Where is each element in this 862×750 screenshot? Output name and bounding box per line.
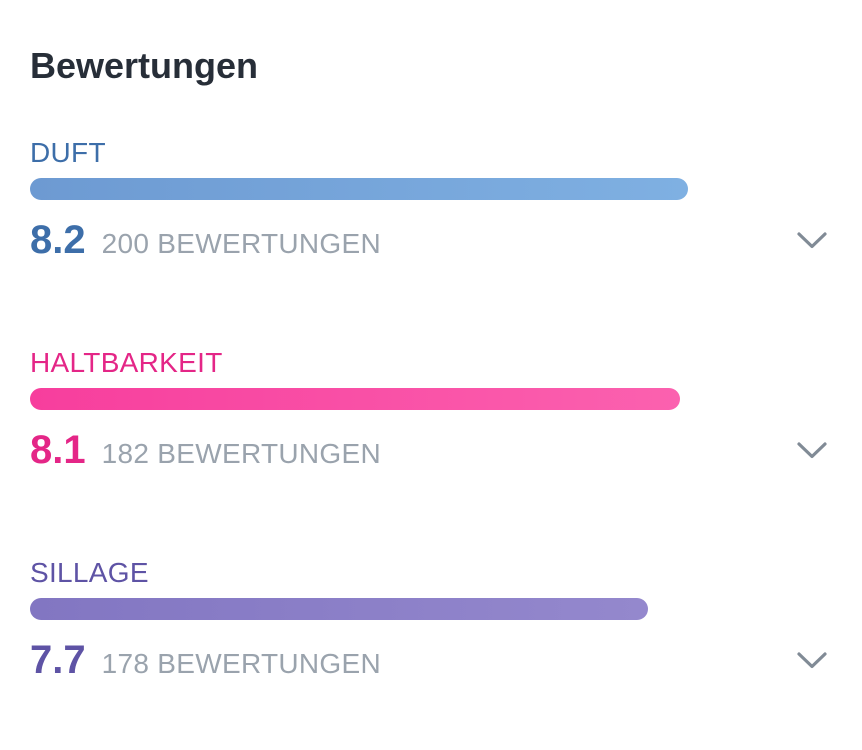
rating-meta-line: 8.1 182 BEWERTUNGEN (30, 428, 832, 472)
chevron-down-icon (796, 651, 828, 670)
rating-category-label: DUFT (30, 137, 106, 168)
rating-score: 8.2 (30, 218, 86, 262)
rating-count: 178 BEWERTUNGEN (101, 648, 381, 679)
rating-meta-line: 8.2 200 BEWERTUNGEN (30, 218, 832, 262)
rating-row: DUFT 8.2 200 BEWERTUNGEN (30, 136, 832, 262)
rating-category-label: HALTBARKEIT (30, 347, 223, 378)
rating-row: HALTBARKEIT 8.1 182 BEWERTUNGEN (30, 346, 832, 472)
chevron-down-icon (796, 441, 828, 460)
expand-rating-button[interactable] (792, 227, 832, 254)
rating-bar-track (30, 178, 832, 200)
chevron-down-icon (796, 231, 828, 250)
rating-bar-fill (30, 598, 648, 620)
rating-bar-fill (30, 388, 680, 410)
rating-category-label: SILLAGE (30, 557, 149, 588)
rating-bar-track (30, 598, 832, 620)
rating-bar-track (30, 388, 832, 410)
ratings-list: DUFT 8.2 200 BEWERTUNGEN HALTBARKEIT 8.1… (30, 136, 832, 682)
expand-rating-button[interactable] (792, 437, 832, 464)
rating-meta-line: 7.7 178 BEWERTUNGEN (30, 638, 832, 682)
rating-score: 7.7 (30, 638, 86, 682)
rating-row: SILLAGE 7.7 178 BEWERTUNGEN (30, 556, 832, 682)
rating-count: 200 BEWERTUNGEN (101, 228, 381, 259)
expand-rating-button[interactable] (792, 647, 832, 674)
rating-score: 8.1 (30, 428, 86, 472)
page-title: Bewertungen (30, 45, 259, 86)
rating-count: 182 BEWERTUNGEN (101, 438, 381, 469)
rating-bar-fill (30, 178, 688, 200)
